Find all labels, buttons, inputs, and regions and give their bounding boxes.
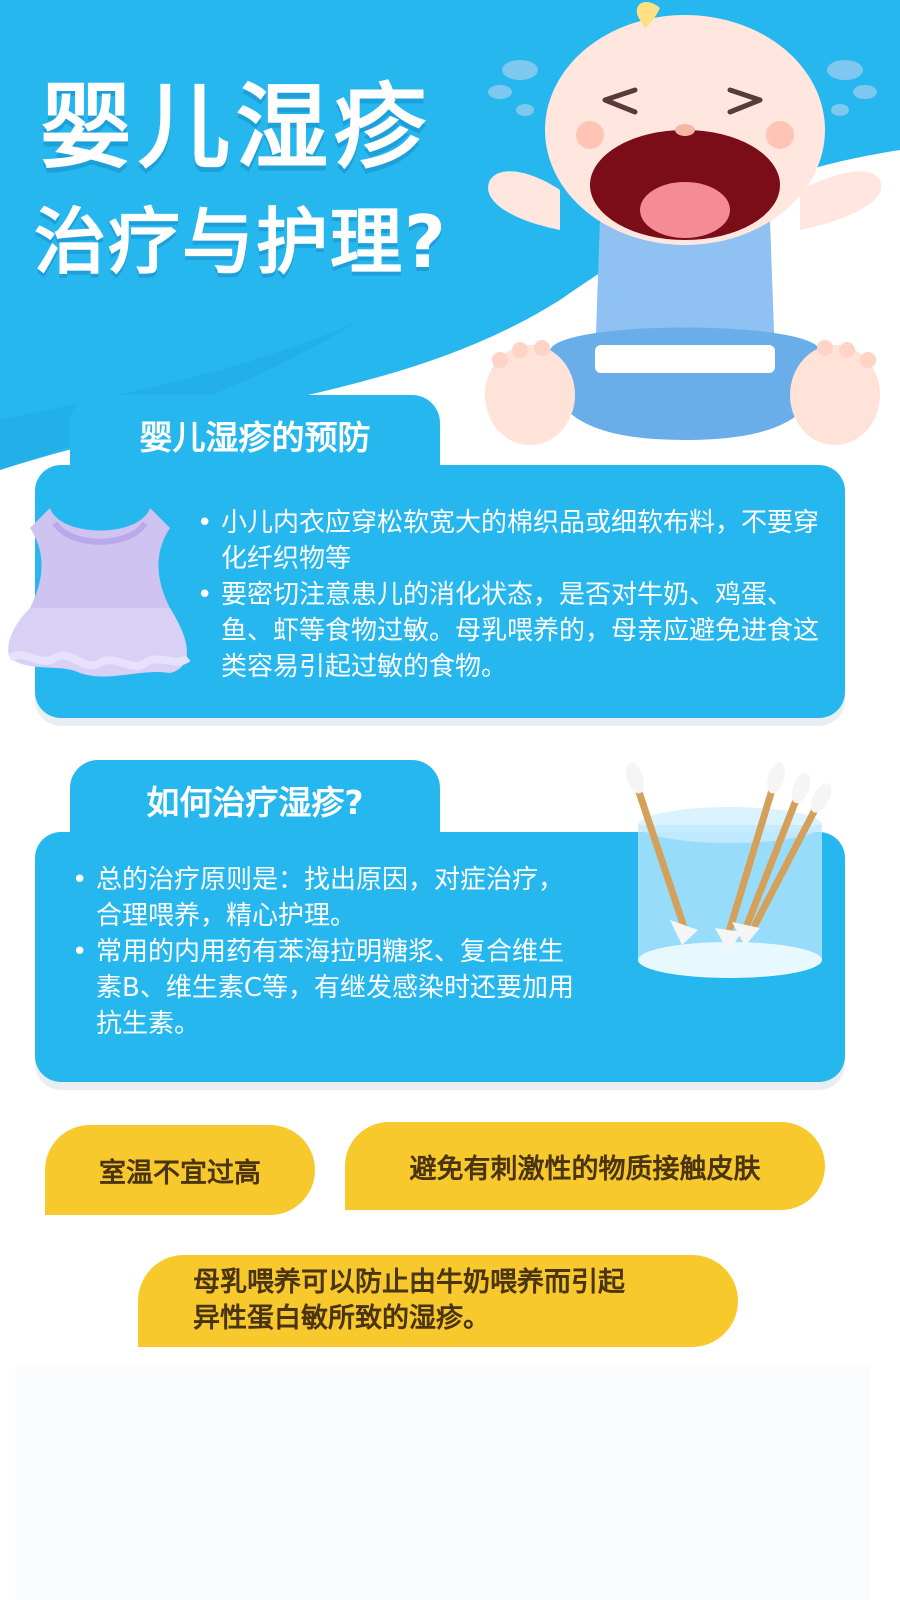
tip-room-temperature-label: 室温不宜过高 xyxy=(99,1157,261,1189)
tip-breastfeeding-line1: 母乳喂养可以防止由牛奶喂养而引起 xyxy=(193,1267,625,1298)
tip-breastfeeding: 母乳喂养可以防止由牛奶喂养而引起 异性蛋白敏所致的湿疹。 xyxy=(138,1255,738,1347)
crying-baby-illustration xyxy=(485,1,882,445)
tip-avoid-irritants-label: 避免有刺激性的物质接触皮肤 xyxy=(409,1153,761,1185)
section-tab-prevention: 婴儿湿疹的预防 xyxy=(70,395,440,475)
list-item: 要密切注意患儿的消化状态，是否对牛奶、鸡蛋、鱼、虾等食物过敏。母乳喂养的，母亲应… xyxy=(195,577,820,685)
page-subtitle: 治疗与护理? xyxy=(34,200,448,284)
tip-room-temperature: 室温不宜过高 xyxy=(45,1125,315,1215)
prevention-list: 小儿内衣应穿松软宽大的棉织品或细软布料，不要穿化纤织物等 要密切注意患儿的消化状… xyxy=(195,505,820,685)
tip-breastfeeding-line2: 异性蛋白敏所致的湿疹。 xyxy=(193,1303,490,1334)
list-item: 总的治疗原则是：找出原因，对症治疗，合理喂养，精心护理。 xyxy=(70,862,575,934)
section-tab-prevention-label: 婴儿湿疹的预防 xyxy=(139,418,371,457)
treatment-list: 总的治疗原则是：找出原因，对症治疗，合理喂养，精心护理。 常用的内用药有苯海拉明… xyxy=(70,862,575,1042)
section-tab-treatment: 如何治疗湿疹? xyxy=(70,760,440,840)
baby-dress-icon xyxy=(7,508,191,677)
bottom-blank-area xyxy=(15,1365,870,1600)
list-item: 小儿内衣应穿松软宽大的棉织品或细软布料，不要穿化纤织物等 xyxy=(195,505,820,577)
page-title: 婴儿湿疹 xyxy=(40,74,433,181)
tip-avoid-irritants: 避免有刺激性的物质接触皮肤 xyxy=(345,1122,825,1210)
cotton-swabs-icon xyxy=(625,762,832,978)
section-tab-treatment-label: 如何治疗湿疹? xyxy=(146,783,364,822)
list-item: 常用的内用药有苯海拉明糖浆、复合维生素B、维生素C等，有继发感染时还要加用抗生素… xyxy=(70,934,575,1042)
